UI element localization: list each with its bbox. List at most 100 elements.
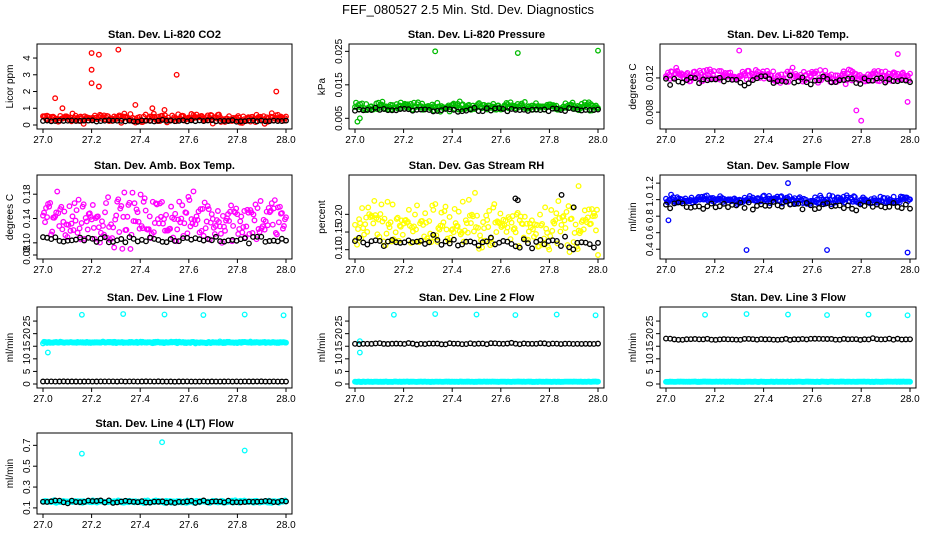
data-point [878, 74, 885, 81]
series-overlay [352, 191, 601, 253]
data-point [283, 498, 289, 505]
data-point [178, 215, 185, 222]
data-point [572, 221, 579, 228]
data-point [595, 106, 601, 113]
plot-frame [36, 306, 293, 389]
data-point [663, 201, 669, 208]
data-point [907, 205, 913, 212]
data-point [816, 205, 822, 211]
data-point [56, 223, 63, 229]
data-point [52, 234, 59, 241]
y-axis-label: Licor ppm [5, 65, 16, 109]
data-point-outlier [558, 191, 565, 198]
data-point [474, 212, 480, 219]
x-tick-label: 27.2 [705, 394, 725, 405]
data-point [787, 72, 794, 79]
data-point-outlier [904, 312, 911, 319]
x-tick-label: 27.8 [228, 135, 248, 146]
data-point [549, 227, 556, 234]
panel-9: Stan. Dev. Line 3 Flow 27.0 27.2 27.4 27.6 27… [628, 292, 920, 405]
y-axis-label: degrees C [628, 63, 639, 109]
data-point [428, 239, 435, 246]
data-point-outlier [824, 312, 830, 318]
data-point [907, 196, 913, 203]
data-point [555, 198, 562, 205]
data-point [529, 226, 536, 233]
panel-title: Stan. Dev. Line 1 Flow [107, 292, 223, 304]
x-tick-label: 27.2 [394, 394, 414, 405]
panel-title: Stan. Dev. Amb. Box Temp. [94, 160, 235, 172]
data-point [836, 202, 843, 209]
data-point [89, 202, 96, 208]
data-point [840, 205, 847, 212]
x-tick-label: 27.8 [228, 265, 248, 276]
data-point [389, 201, 396, 208]
data-point [673, 64, 680, 71]
data-point [503, 229, 510, 235]
data-point-outlier [785, 311, 791, 318]
data-point [220, 213, 226, 219]
data-point [357, 220, 364, 227]
data-point [417, 237, 424, 244]
data-point [271, 197, 278, 204]
data-point [105, 194, 112, 201]
data-point [364, 241, 371, 248]
data-point [214, 208, 221, 214]
data-point [122, 239, 129, 246]
data-point [696, 203, 703, 210]
data-point [807, 202, 814, 209]
y-tick-label: 0.14 [22, 208, 33, 228]
data-point [902, 201, 909, 208]
data-point [80, 201, 87, 208]
data-point [116, 229, 123, 235]
data-point [542, 204, 549, 211]
data-point [669, 68, 676, 75]
plot-frame [36, 432, 293, 515]
data-point [103, 200, 109, 207]
data-point [99, 218, 105, 225]
data-point [507, 99, 514, 106]
data-point [508, 219, 515, 226]
data-point [770, 198, 777, 205]
data-point [370, 220, 377, 227]
data-point [455, 208, 462, 215]
data-point [716, 67, 723, 74]
data-point [49, 228, 56, 235]
series-overlay [663, 335, 913, 343]
data-point [907, 79, 913, 86]
data-point [483, 105, 490, 112]
data-point [853, 207, 860, 214]
x-tick-label: 27.6 [179, 394, 199, 405]
data-point [399, 231, 406, 238]
y-tick-label: 0.015 [334, 72, 345, 97]
x-tick-label: 28.0 [588, 135, 608, 146]
data-point [59, 226, 66, 233]
data-point [46, 203, 53, 210]
data-point [193, 213, 200, 220]
data-point [533, 231, 539, 237]
data-point [194, 217, 201, 223]
data-point [422, 210, 429, 217]
x-tick-label: 28.0 [276, 135, 296, 146]
data-point [118, 236, 125, 242]
data-point [64, 500, 71, 507]
data-point [146, 213, 153, 220]
data-point [545, 108, 552, 115]
data-point [121, 189, 128, 196]
data-point [907, 378, 913, 385]
x-tick-label: 27.4 [754, 394, 774, 405]
data-point [432, 201, 439, 208]
x-tick-label: 27.0 [345, 135, 365, 146]
data-point [58, 203, 65, 210]
data-point [799, 74, 806, 81]
data-point [257, 198, 264, 204]
data-point [283, 117, 289, 124]
data-point [163, 239, 170, 246]
y-tick-label: 0 [22, 381, 33, 387]
data-point [822, 67, 829, 74]
data-point [143, 238, 149, 245]
data-point [562, 108, 569, 114]
data-point [504, 224, 511, 231]
data-point [442, 203, 449, 210]
data-point [471, 104, 478, 111]
